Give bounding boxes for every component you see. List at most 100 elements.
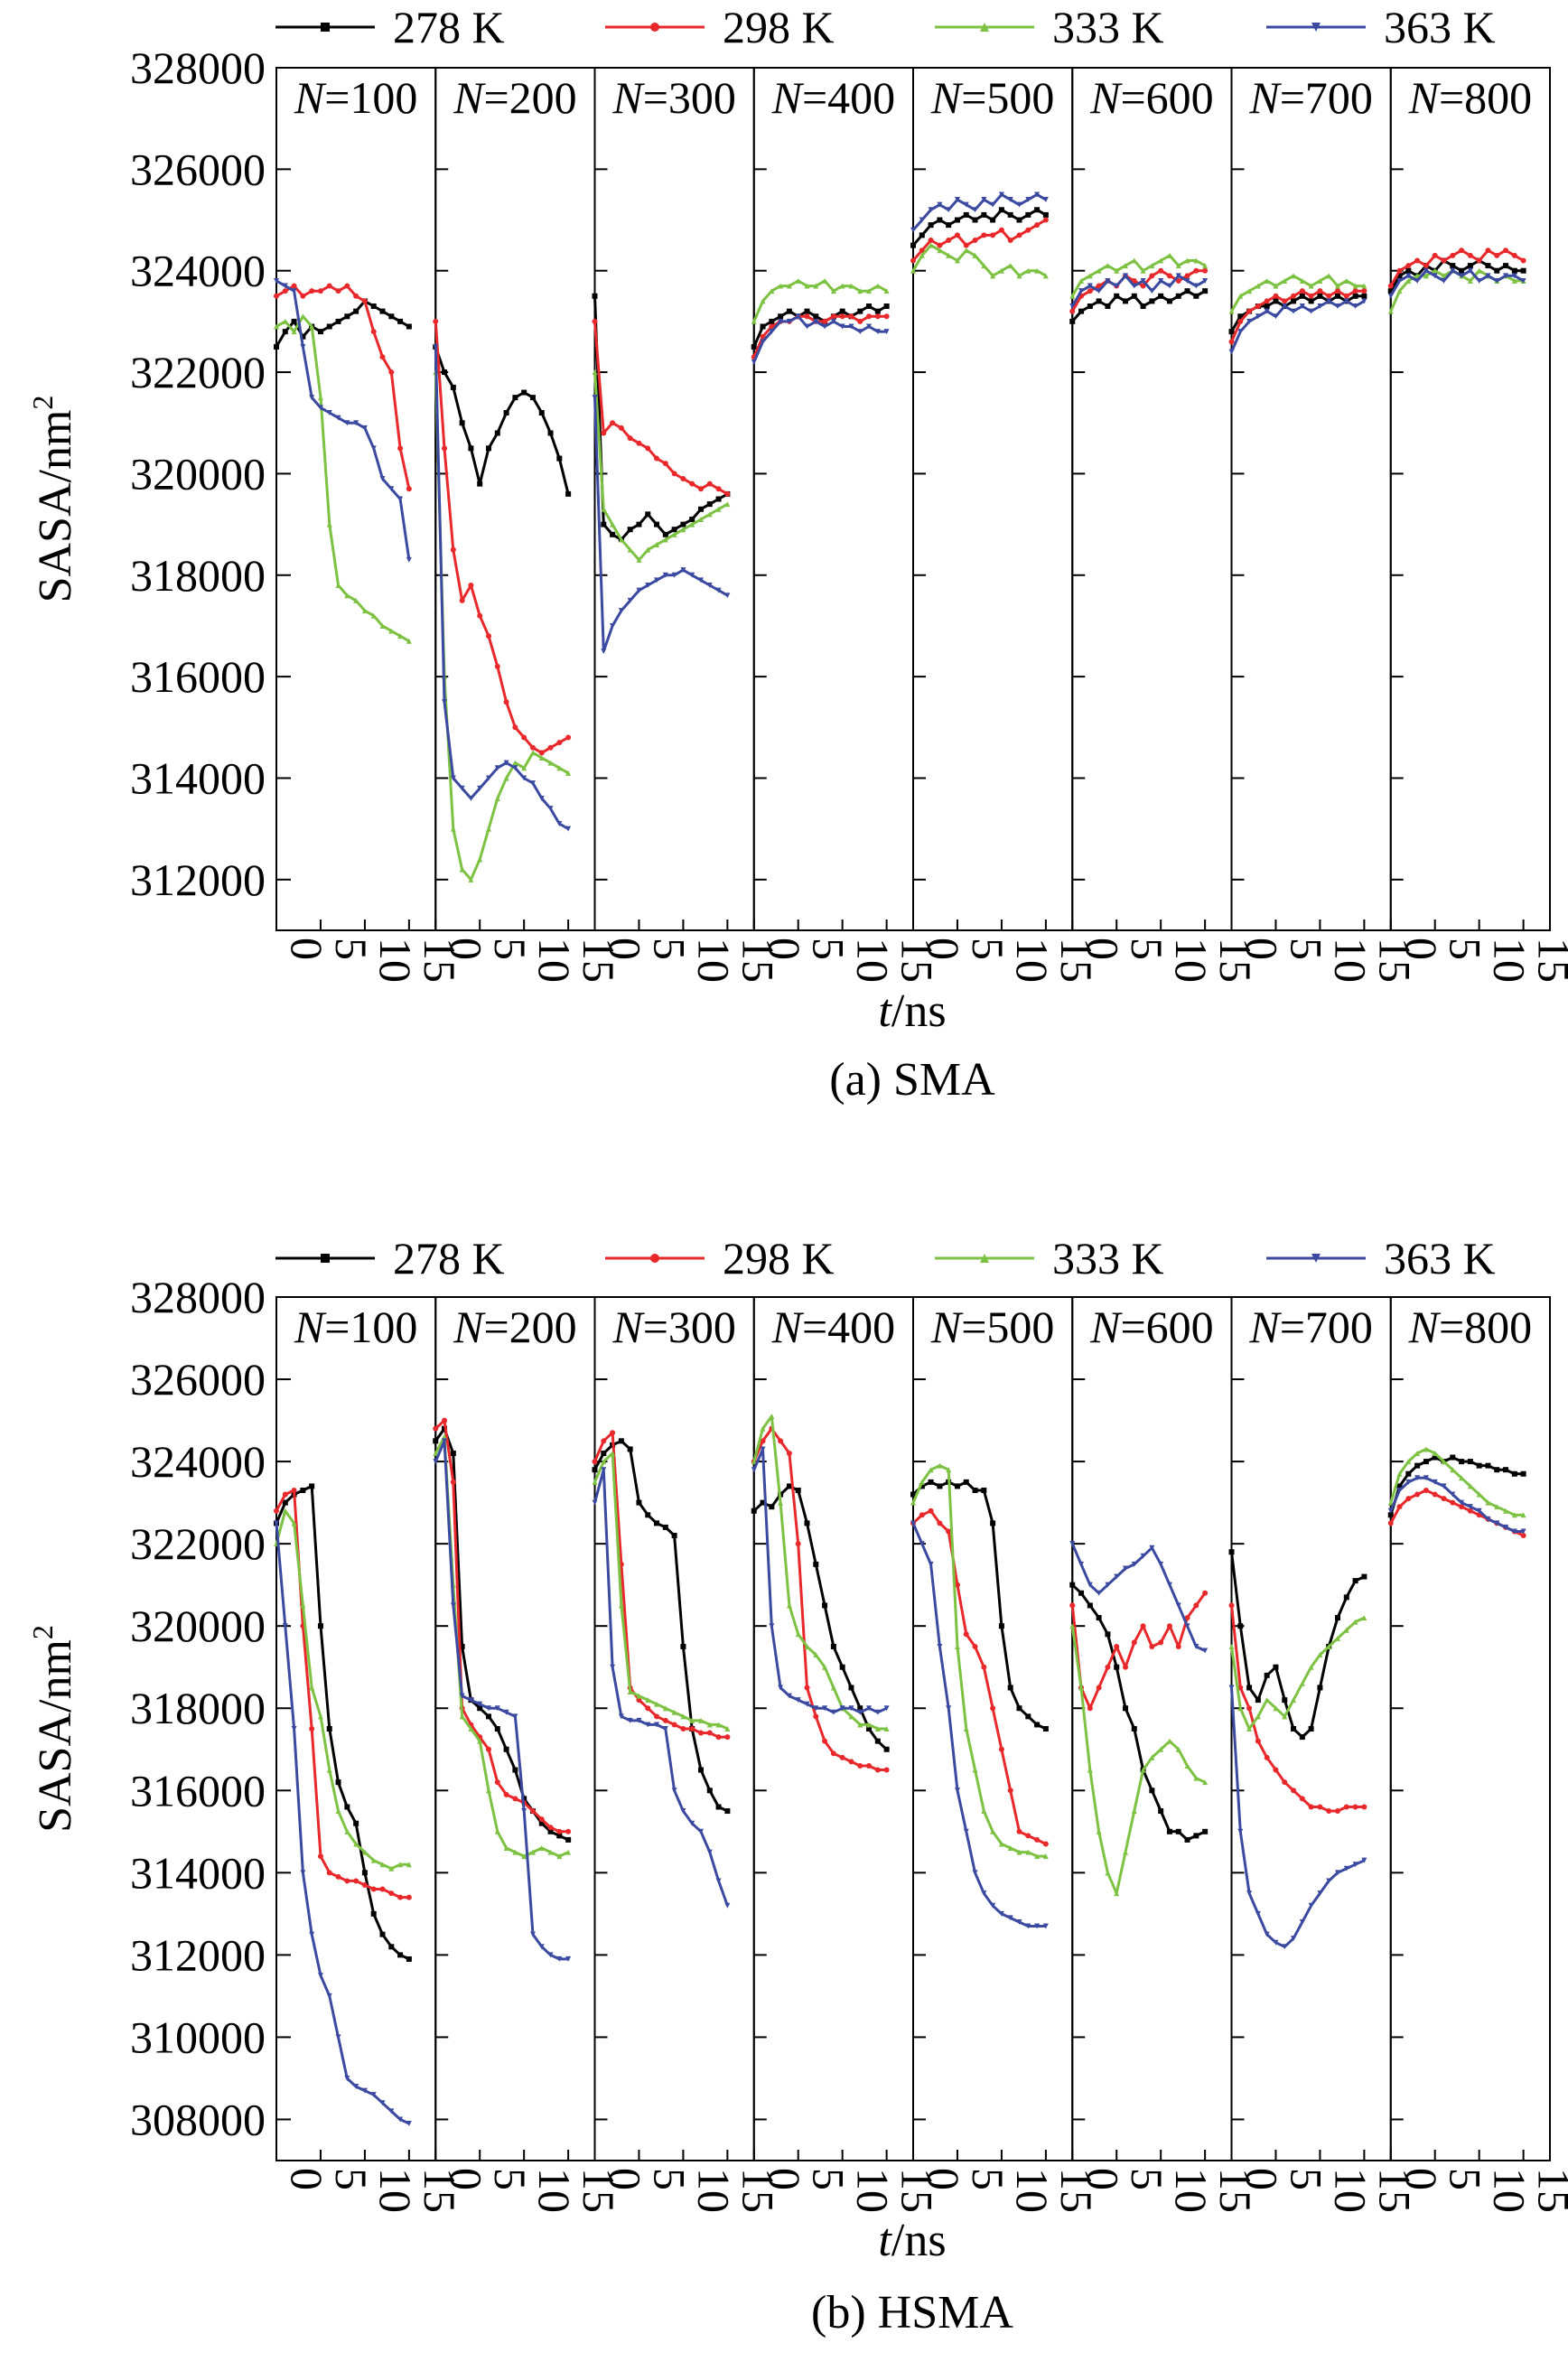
series-line xyxy=(911,192,1047,231)
series-333k xyxy=(1387,1446,1526,1518)
data-point xyxy=(946,222,952,229)
data-point xyxy=(990,273,996,279)
data-point xyxy=(317,1853,323,1860)
data-point xyxy=(1326,298,1332,304)
panel-title: N=800 xyxy=(1408,72,1533,123)
data-point xyxy=(919,232,925,238)
data-point xyxy=(804,313,810,320)
data-point xyxy=(1255,283,1261,289)
data-point xyxy=(1352,283,1358,289)
data-point xyxy=(1432,1454,1438,1461)
x-tick-label: 0 xyxy=(601,2168,651,2190)
series-278k xyxy=(910,1479,1049,1732)
data-point xyxy=(379,1886,386,1892)
series-line xyxy=(593,1468,729,1907)
legend-label: 363 K xyxy=(1384,1233,1496,1284)
data-point xyxy=(556,1833,563,1839)
series-298k xyxy=(592,1430,731,1741)
data-point xyxy=(1042,217,1049,223)
data-point xyxy=(1405,1496,1412,1502)
legend-marker xyxy=(321,1254,330,1263)
data-point xyxy=(1096,1828,1102,1834)
data-point xyxy=(1459,1459,1465,1465)
data-point xyxy=(317,395,323,401)
data-point xyxy=(1282,1779,1288,1786)
data-point xyxy=(928,222,934,229)
data-point xyxy=(529,1808,536,1815)
data-point xyxy=(610,531,616,537)
data-point xyxy=(804,1701,810,1707)
data-point xyxy=(1361,1857,1367,1863)
data-point xyxy=(1511,273,1517,279)
data-point xyxy=(1158,277,1164,284)
data-point xyxy=(1237,1623,1244,1629)
data-point xyxy=(1193,1833,1199,1839)
series-298k xyxy=(274,283,412,492)
legend-item: 333 K xyxy=(935,2,1164,52)
data-point xyxy=(442,1417,448,1424)
data-point xyxy=(1352,288,1358,294)
data-point xyxy=(866,288,873,294)
y-tick-label: 310000 xyxy=(130,2012,266,2062)
data-point xyxy=(1511,1470,1517,1477)
data-point xyxy=(1149,263,1155,269)
data-point xyxy=(1202,1590,1209,1596)
y-tick-label: 322000 xyxy=(130,1518,266,1569)
data-point xyxy=(1308,1804,1314,1810)
x-tick-label: 0 xyxy=(441,2168,491,2190)
x-tick-label: 10 xyxy=(848,2168,899,2213)
data-point xyxy=(883,329,890,335)
series-line xyxy=(434,1419,569,1834)
data-point xyxy=(671,1709,677,1715)
data-point xyxy=(839,1705,845,1712)
data-point xyxy=(1016,201,1022,208)
data-point xyxy=(946,252,952,258)
data-point xyxy=(1405,273,1412,279)
data-point xyxy=(990,217,996,223)
data-point xyxy=(1184,273,1190,279)
data-point xyxy=(883,303,890,310)
data-point xyxy=(344,313,350,320)
data-point xyxy=(406,1956,412,1962)
panel-title-n: N xyxy=(611,72,645,123)
data-point xyxy=(1317,293,1323,299)
data-point xyxy=(1034,1836,1041,1843)
data-point xyxy=(601,521,607,527)
x-tick-label: 15 xyxy=(1529,2168,1568,2213)
data-point xyxy=(1317,288,1323,294)
data-point xyxy=(521,1808,527,1815)
panel-title-n: N xyxy=(1089,1302,1123,1352)
data-point xyxy=(1158,257,1164,264)
data-point xyxy=(361,608,368,614)
data-point xyxy=(857,318,863,324)
data-point xyxy=(848,1685,854,1691)
data-point xyxy=(1396,288,1403,294)
data-point xyxy=(1335,1615,1340,1621)
series-line xyxy=(752,1414,887,1731)
data-point xyxy=(379,2100,386,2106)
data-point xyxy=(1291,298,1297,304)
data-point xyxy=(715,1722,722,1728)
data-point xyxy=(1237,1828,1244,1834)
data-point xyxy=(972,252,978,258)
data-point xyxy=(610,1450,616,1456)
panel-title-n: N xyxy=(1248,1302,1282,1352)
data-point xyxy=(1166,283,1172,289)
data-point xyxy=(1299,288,1305,294)
series-line xyxy=(1070,1592,1207,1710)
x-tick-label: 5 xyxy=(326,938,377,960)
data-point xyxy=(1423,1459,1429,1465)
data-point xyxy=(1025,1833,1031,1839)
x-tick-label: 0 xyxy=(1396,938,1447,960)
x-tick-label: 15 xyxy=(574,938,624,983)
data-point xyxy=(547,430,554,436)
data-point xyxy=(1123,1565,1128,1572)
data-point xyxy=(1299,1680,1305,1686)
data-point xyxy=(317,1973,323,1979)
data-point xyxy=(839,283,845,289)
data-point xyxy=(565,826,572,832)
data-point xyxy=(1423,263,1429,269)
data-point xyxy=(1069,303,1076,310)
data-point xyxy=(1450,1454,1456,1461)
